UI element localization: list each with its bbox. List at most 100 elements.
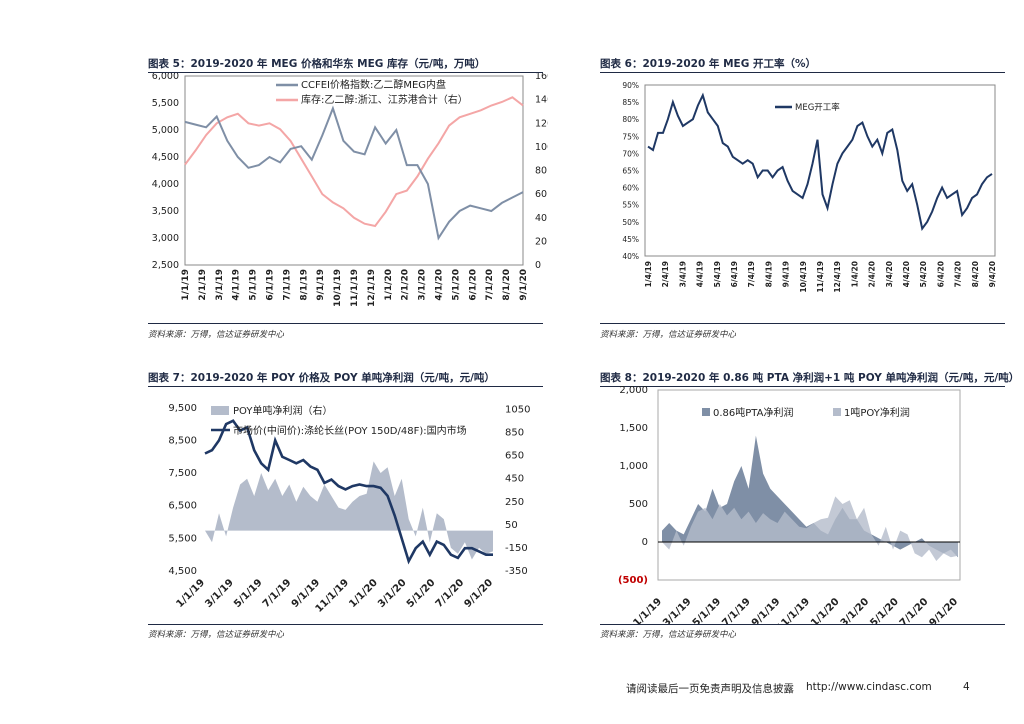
fig5-legend-label-price: CCFEI价格指数:乙二醇MEG内盘 <box>301 78 446 91</box>
fig5-x-tick-label: 6/1/19 <box>266 269 276 301</box>
fig7-right-y-tick-label: -350 <box>505 566 528 577</box>
fig5-left-y-tick-label: 3,500 <box>152 206 179 217</box>
fig6-x-tick-label: 1/4/19 <box>644 261 653 287</box>
fig6-x-tick-label: 8/4/20 <box>971 261 980 287</box>
fig6-y-tick-label: 40% <box>622 252 639 261</box>
fig6-chart: 40% 45% 50% 55% 60% 65% 70% 75% 80% 85% 90% 1/4/19 2… <box>622 81 997 293</box>
fig8-x-tick-label: 7/1/19 <box>720 596 753 624</box>
fig6-x-tick-label: 5/4/19 <box>713 261 722 287</box>
fig5-plot-frame <box>184 75 524 266</box>
fig6-x-tick-label: 5/4/20 <box>919 261 928 287</box>
fig5-right-y-tick-label: 160 <box>535 73 548 82</box>
fig5-x-tick-label: 6/1/20 <box>468 269 478 301</box>
fig5-x-tick-label: 10/1/19 <box>333 269 343 307</box>
fig8-x-tick-label: 7/1/20 <box>898 596 931 624</box>
fig6-y-tick-label: 85% <box>622 98 639 107</box>
fig7-x-tick-label: 1/1/19 <box>174 577 207 610</box>
fig7-right-y-tick-label: -150 <box>505 543 528 554</box>
fig8-y-tick-label: 2,000 <box>619 385 648 396</box>
fig5-left-y-tick-label: 5,500 <box>152 98 179 109</box>
fig6-x-tick-label: 9/4/19 <box>782 261 791 287</box>
fig5-right-y-tick-label: 80 <box>535 166 547 177</box>
fig6-y-tick-label: 65% <box>622 167 639 176</box>
fig5-x-tick-label: 1/1/19 <box>181 269 191 301</box>
fig5-x-tick-label: 11/1/19 <box>350 269 360 307</box>
fig6-x-tick-label: 4/4/20 <box>902 261 911 287</box>
fig7-right-y-tick-label: 250 <box>505 497 524 508</box>
fig6-x-tick-label: 10/4/19 <box>799 261 808 293</box>
fig5-x-tick-label: 9/1/19 <box>316 269 326 301</box>
fig5-left-y-tick-label: 3,000 <box>152 233 179 244</box>
fig7-x-tick-label: 9/1/20 <box>462 577 495 610</box>
fig6-y-tick-label: 90% <box>622 81 639 90</box>
fig7-source: 资料来源：万得，信达证券研发中心 <box>148 630 285 640</box>
fig7-x-tick-label: 3/1/19 <box>203 577 236 610</box>
fig6-x-tick-label: 11/4/19 <box>816 261 825 293</box>
fig6-y-tick-label: 60% <box>622 184 639 193</box>
fig8-x-tick-label: 5/1/19 <box>691 596 724 624</box>
fig8-y-tick-label: 500 <box>629 499 648 510</box>
fig8-y-tick-label: (500) <box>618 575 648 586</box>
fig6-legend-label: MEG开工率 <box>795 102 840 113</box>
fig5-x-tick-label: 2/1/20 <box>401 269 411 301</box>
fig7-right-y-tick-label: 650 <box>505 451 524 462</box>
footer-url[interactable]: http://www.cindasc.com <box>806 681 932 693</box>
fig7-x-tick-label: 5/1/20 <box>405 577 438 610</box>
fig5-x-tick-label: 1/1/20 <box>384 269 394 301</box>
fig6-y-tick-label: 70% <box>622 149 639 158</box>
fig6-top-rule <box>600 72 1005 73</box>
fig6-y-tick-label: 55% <box>622 201 639 210</box>
fig8-plot-frame <box>657 389 961 581</box>
fig8-legend-swatch-pta <box>702 408 710 416</box>
fig7-x-tick-label: 7/1/20 <box>434 577 467 610</box>
fig5-x-tick-label: 5/1/19 <box>249 269 259 301</box>
fig7-right-y-tick-label: 50 <box>505 520 518 531</box>
fig6-x-tick-label: 4/4/19 <box>696 261 705 287</box>
fig8-y-tick-label: 1,000 <box>619 461 648 472</box>
fig5-x-tick-label: 8/1/20 <box>502 269 512 301</box>
fig6-x-tick-label: 9/4/20 <box>988 261 997 287</box>
fig8-legend-label-poy: 1吨POY净利润 <box>844 406 910 419</box>
fig7-left-y-tick-label: 6,500 <box>168 501 197 512</box>
fig8-top-rule <box>600 386 1005 387</box>
fig7-legend-label-price: 市场价(中间价):涤纶长丝(POY 150D/48F):国内市场 <box>233 424 467 437</box>
fig7-x-tick-label: 7/1/19 <box>261 577 294 610</box>
fig5-x-tick-label: 3/1/20 <box>418 269 428 301</box>
fig6-x-tick-label: 3/4/20 <box>885 261 894 287</box>
fig8-x-tick-label: 11/1/19 <box>775 596 813 624</box>
fig6-x-tick-label: 12/4/19 <box>833 261 842 293</box>
fig5-right-y-tick-label: 40 <box>535 213 547 224</box>
fig5-legend-label-inventory: 库存:乙二醇:浙江、江苏港合计（右） <box>301 93 468 106</box>
fig7-x-tick-label: 1/1/20 <box>347 577 380 610</box>
fig5-x-tick-label: 8/1/19 <box>299 269 309 301</box>
fig7-x-tick-label: 3/1/20 <box>376 577 409 610</box>
fig6-y-tick-label: 80% <box>622 115 639 124</box>
fig7-series-poy-profit <box>205 461 493 560</box>
fig5-right-y-tick-label: 60 <box>535 189 547 200</box>
fig6-x-tick-label: 7/4/19 <box>747 261 756 287</box>
fig5-left-y-tick-label: 4,000 <box>152 179 179 190</box>
fig7-right-y-tick-label: 450 <box>505 474 524 485</box>
fig8-x-tick-label: 1/1/20 <box>809 596 842 624</box>
fig5-caption: 图表 5：2019-2020 年 MEG 价格和华东 MEG 库存（元/吨，万吨… <box>148 58 486 70</box>
fig7-left-y-tick-label: 7,500 <box>168 468 197 479</box>
fig5-source: 资料来源：万得，信达证券研发中心 <box>148 330 285 340</box>
fig6-bottom-rule <box>600 323 1005 324</box>
fig8-y-tick-label: 1,500 <box>619 423 648 434</box>
fig5-right-y-tick-label: 20 <box>535 236 547 247</box>
fig5-series-meg-price <box>184 105 524 241</box>
fig5-left-y-tick-label: 4,500 <box>152 152 179 163</box>
fig8-bottom-rule <box>600 624 1005 625</box>
fig7-top-rule <box>148 386 543 387</box>
fig6-x-tick-label: 1/4/20 <box>850 261 859 287</box>
fig5-chart: 2,500 3,000 3,500 4,000 4,500 5,000 5,500 6,000… <box>152 73 548 307</box>
footer-page-number: 4 <box>963 681 970 693</box>
fig5-x-tick-label: 7/1/20 <box>485 269 495 301</box>
fig8-x-tick-label: 3/1/19 <box>661 596 694 624</box>
fig7-series-poy-price <box>204 419 493 565</box>
fig8-source: 资料来源：万得，信达证券研发中心 <box>600 630 737 640</box>
fig8-x-tick-label: 9/1/20 <box>927 596 960 624</box>
fig8-legend-label-pta: 0.86吨PTA净利润 <box>713 406 793 419</box>
fig8-x-tick-label: 3/1/20 <box>839 596 872 624</box>
fig6-x-tick-label: 7/4/20 <box>954 261 963 287</box>
